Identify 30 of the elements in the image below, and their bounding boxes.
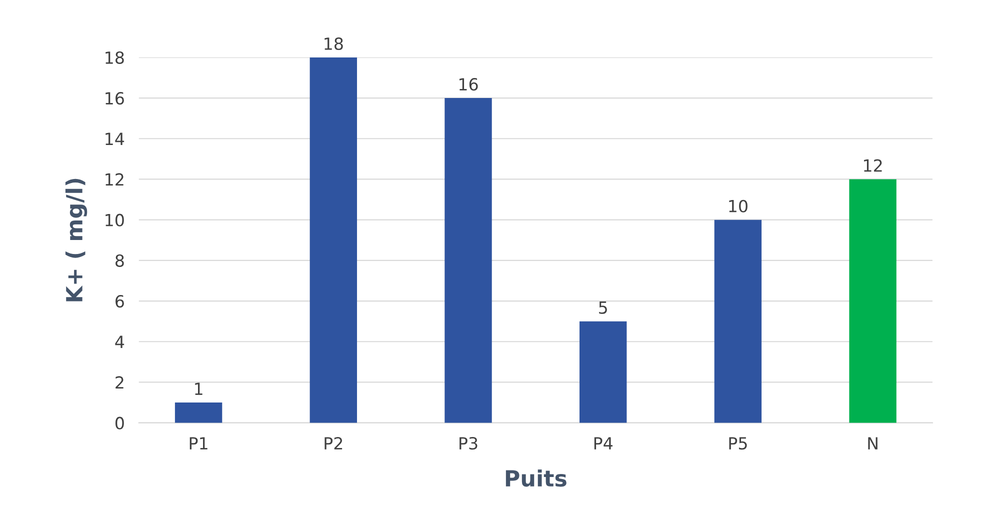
y-tick-label: 10 — [106, 214, 124, 226]
y-axis-title: K+ ( mg/l) — [65, 178, 88, 302]
y-tick-label: 16 — [106, 92, 124, 105]
y-tick-label: 0 — [115, 416, 124, 430]
x-tick-label: P1 — [190, 437, 208, 450]
data-label: 1 — [195, 382, 202, 395]
bar — [174, 402, 222, 423]
data-label: 12 — [864, 159, 882, 172]
y-tick-label: 6 — [116, 294, 124, 308]
bar — [444, 98, 492, 423]
data-label: 10 — [729, 200, 748, 212]
y-tick-label: 14 — [106, 132, 124, 145]
bar — [580, 321, 627, 423]
y-tick-label: 18 — [106, 51, 124, 64]
x-tick-label: P3 — [460, 437, 478, 450]
x-axis-title: Puits — [506, 470, 566, 487]
y-tick-label: 12 — [106, 173, 124, 186]
y-tick-label: 2 — [116, 376, 124, 389]
bar — [310, 57, 357, 423]
data-label: 16 — [459, 78, 478, 91]
x-tick-label: P4 — [594, 437, 612, 450]
bar — [714, 220, 762, 423]
data-label: 5 — [599, 302, 607, 314]
data-label: 18 — [324, 37, 343, 50]
y-tick-label: 4 — [115, 336, 124, 348]
x-tick-label: P2 — [324, 437, 342, 450]
x-tick-label: N — [868, 437, 878, 450]
bar — [849, 179, 896, 423]
x-tick-label: P5 — [729, 437, 747, 450]
y-tick-label: 8 — [116, 254, 124, 267]
